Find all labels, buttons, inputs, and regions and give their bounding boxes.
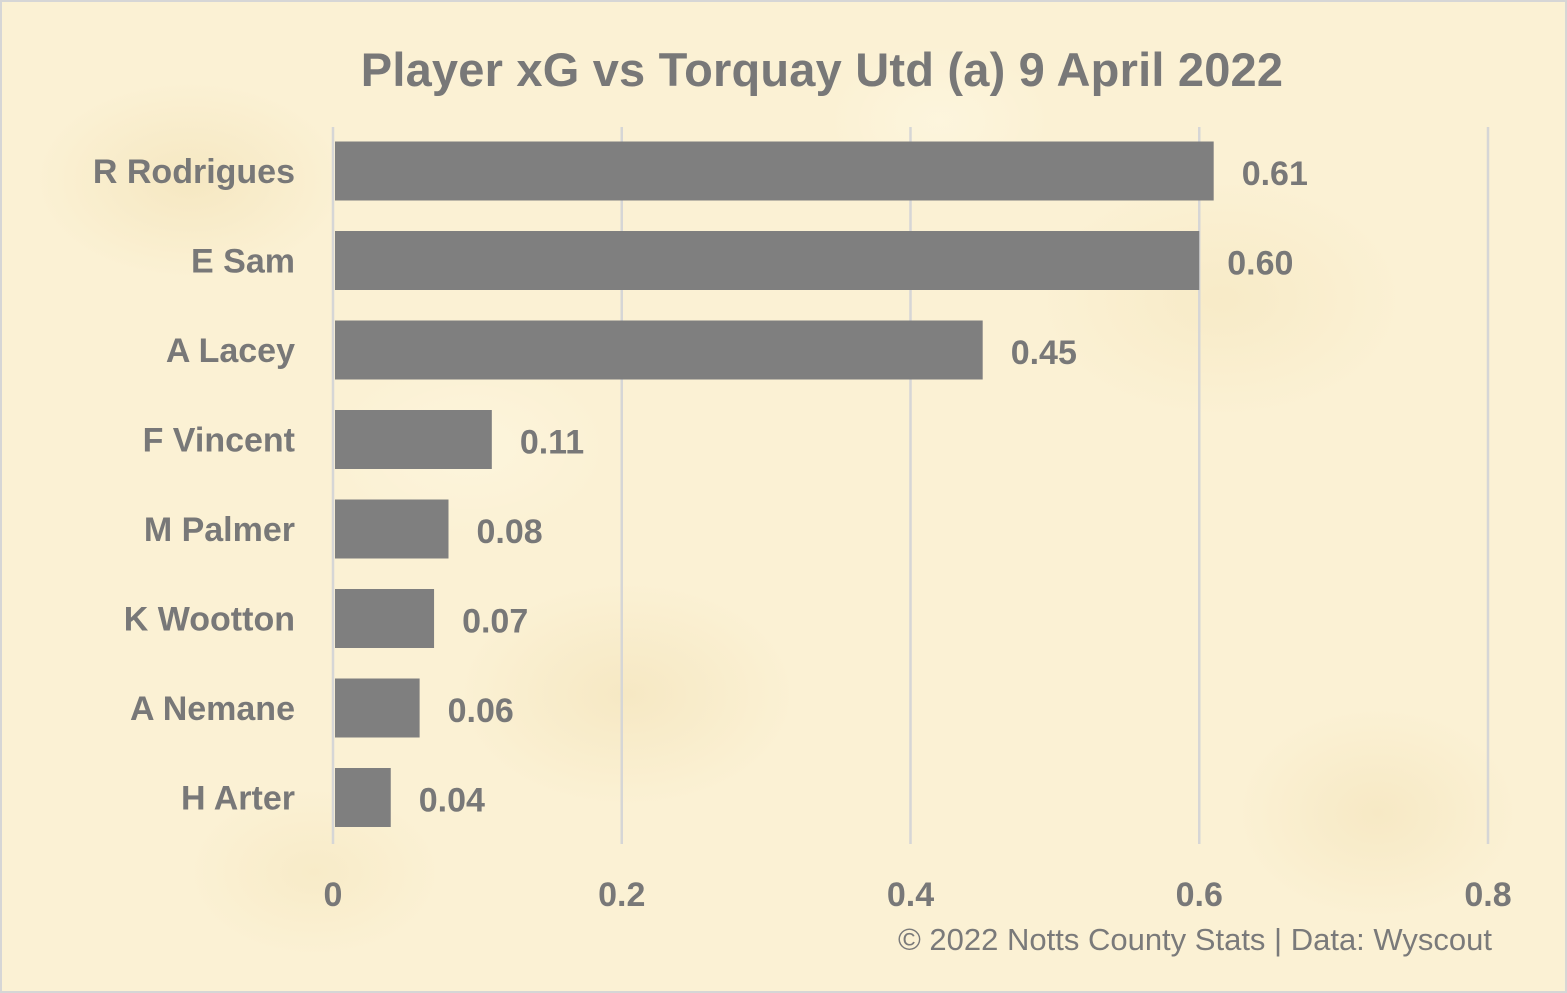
credit-text: © 2022 Notts County Stats | Data: Wyscou… [897,922,1492,957]
category-label: K Wootton [124,601,295,639]
category-label: H Arter [181,780,295,818]
bars [335,141,1214,827]
data-label: 0.06 [448,692,514,730]
data-label: 0.45 [1011,334,1077,372]
data-label: 0.04 [419,782,485,820]
bar [335,589,435,648]
bar [335,410,492,469]
bar [335,141,1214,201]
data-label: 0.07 [462,603,528,641]
x-tick-label: 0.6 [1176,876,1223,914]
x-tick-label: 0.4 [887,876,934,914]
data-label: 0.08 [477,513,543,551]
x-tick-label: 0.8 [1464,876,1511,914]
bar [335,678,420,738]
data-label: 0.11 [520,424,584,462]
category-label: M Palmer [144,511,295,549]
chart-title: Player xG vs Torquay Utd (a) 9 April 202… [360,43,1284,96]
category-label: A Nemane [130,690,295,728]
bar [335,231,1200,290]
bar [335,320,983,380]
data-label: 0.60 [1227,245,1293,283]
data-label: 0.61 [1242,155,1308,193]
category-label: R Rodrigues [93,153,295,191]
x-tick-label: 0 [324,876,343,914]
bar [335,768,391,827]
category-label: E Sam [191,243,295,281]
bar [335,499,449,559]
category-label: A Lacey [166,332,295,370]
x-tick-label: 0.2 [598,876,645,914]
category-label: F Vincent [143,422,295,460]
labels: 0 0.2 0.4 0.6 0.8 R Rodrigues 0.61 E Sam 0.60 A L… [93,153,1512,914]
